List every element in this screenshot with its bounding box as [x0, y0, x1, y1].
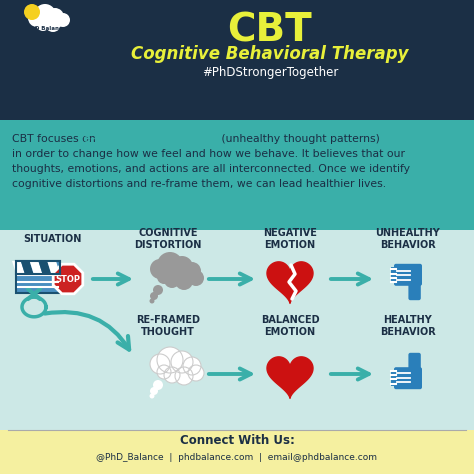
Circle shape — [28, 9, 46, 27]
Text: UNHEALTHY
BEHAVIOR: UNHEALTHY BEHAVIOR — [375, 228, 440, 250]
Polygon shape — [47, 261, 60, 274]
Circle shape — [157, 270, 171, 284]
Text: (unhealthy thought patterns): (unhealthy thought patterns) — [218, 134, 380, 144]
Circle shape — [183, 262, 201, 280]
FancyBboxPatch shape — [391, 267, 397, 283]
Circle shape — [150, 259, 170, 279]
Circle shape — [150, 354, 170, 374]
Circle shape — [164, 367, 180, 383]
Text: RE-FRAMED
THOUGHT: RE-FRAMED THOUGHT — [136, 315, 200, 337]
Text: CBT focuses on: CBT focuses on — [12, 134, 99, 144]
Circle shape — [157, 252, 183, 278]
Circle shape — [150, 387, 158, 395]
Circle shape — [153, 380, 163, 390]
Circle shape — [183, 357, 201, 375]
FancyBboxPatch shape — [16, 261, 60, 293]
Circle shape — [175, 367, 193, 385]
Circle shape — [171, 351, 193, 373]
Circle shape — [157, 347, 183, 373]
Text: COGNITIVE
DISTORTION: COGNITIVE DISTORTION — [134, 228, 202, 250]
Text: Connect With Us:: Connect With Us: — [180, 435, 294, 447]
Text: thoughts, emotions, and actions are all interconnected. Once we identify: thoughts, emotions, and actions are all … — [12, 164, 410, 174]
Text: SITUATION: SITUATION — [23, 234, 81, 244]
Circle shape — [188, 270, 204, 286]
Circle shape — [45, 16, 61, 32]
Text: PhD Balance: PhD Balance — [27, 26, 65, 30]
FancyBboxPatch shape — [0, 0, 474, 120]
FancyBboxPatch shape — [394, 264, 422, 286]
Circle shape — [175, 272, 193, 290]
Circle shape — [149, 393, 155, 399]
FancyBboxPatch shape — [394, 367, 422, 389]
Circle shape — [164, 272, 180, 288]
Circle shape — [188, 365, 204, 381]
Circle shape — [150, 292, 158, 300]
Polygon shape — [267, 357, 313, 399]
Text: Cognitive Behavioral Therapy: Cognitive Behavioral Therapy — [131, 45, 409, 63]
Text: NEGATIVE
EMOTION: NEGATIVE EMOTION — [263, 228, 317, 250]
FancyBboxPatch shape — [0, 120, 474, 230]
Polygon shape — [267, 262, 313, 303]
Circle shape — [153, 285, 163, 295]
FancyBboxPatch shape — [391, 370, 397, 386]
Circle shape — [46, 8, 64, 26]
Polygon shape — [38, 261, 51, 274]
Text: CBT: CBT — [228, 11, 312, 49]
Circle shape — [171, 256, 193, 278]
Circle shape — [36, 17, 50, 31]
Circle shape — [34, 4, 56, 26]
Text: STOP: STOP — [55, 274, 81, 283]
FancyBboxPatch shape — [0, 230, 474, 430]
Circle shape — [56, 13, 70, 27]
FancyBboxPatch shape — [409, 282, 421, 300]
Text: cognitive distortions and re-frame them, we can lead healthier lives.: cognitive distortions and re-frame them,… — [12, 179, 386, 189]
Circle shape — [157, 365, 171, 379]
Text: BALANCED
EMOTION: BALANCED EMOTION — [261, 315, 319, 337]
FancyBboxPatch shape — [0, 430, 474, 474]
Text: in order to change how we feel and how we behave. It believes that our: in order to change how we feel and how w… — [12, 149, 405, 159]
Text: #PhDStrongerTogether: #PhDStrongerTogether — [202, 65, 338, 79]
Polygon shape — [29, 261, 42, 274]
Polygon shape — [21, 261, 34, 274]
Text: @PhD_Balance  |  phdbalance.com  |  email@phdbalance.com: @PhD_Balance | phdbalance.com | email@ph… — [97, 454, 377, 463]
Circle shape — [149, 299, 155, 303]
FancyBboxPatch shape — [409, 353, 421, 371]
Text: HEALTHY
BEHAVIOR: HEALTHY BEHAVIOR — [380, 315, 436, 337]
Polygon shape — [53, 264, 83, 294]
Polygon shape — [12, 261, 25, 274]
Circle shape — [24, 4, 40, 20]
Text: re-framing cognitive distortions: re-framing cognitive distortions — [78, 134, 273, 144]
